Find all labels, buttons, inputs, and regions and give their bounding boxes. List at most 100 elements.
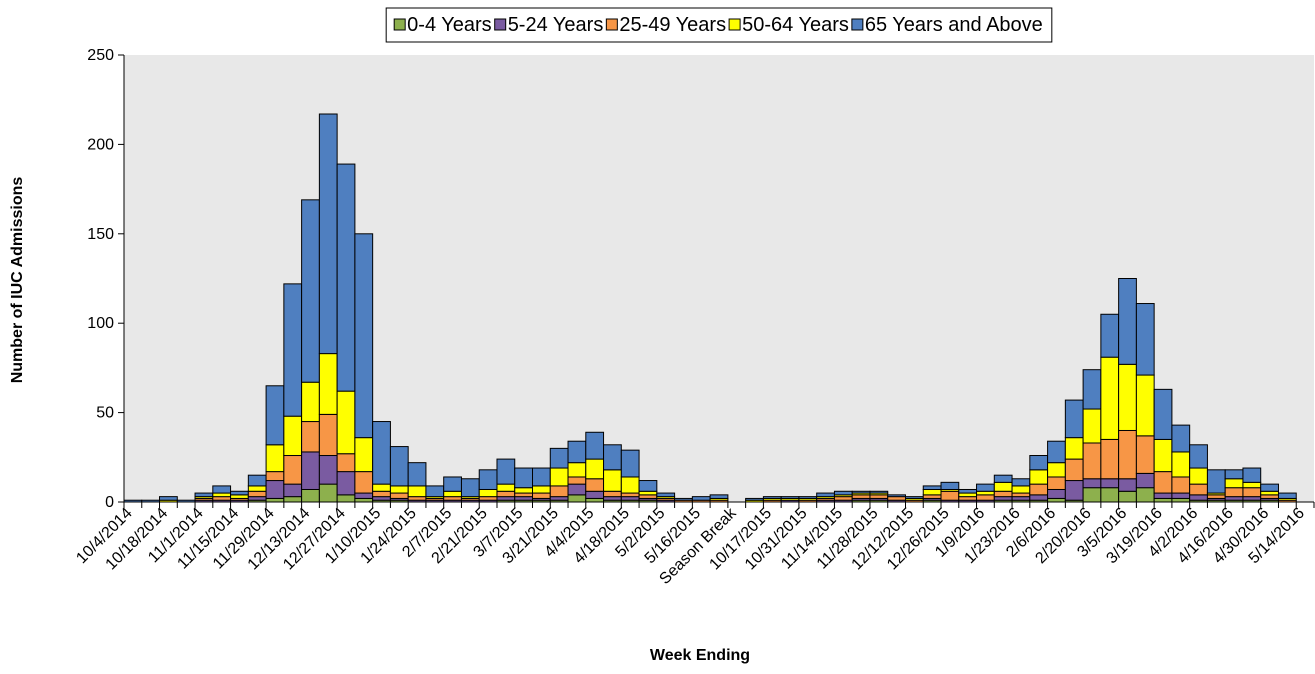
bar-segment — [354, 492, 374, 499]
bar-segment — [1242, 467, 1262, 483]
bar-segment — [1011, 485, 1031, 494]
bar-segment — [1064, 399, 1084, 439]
bar-segment — [212, 492, 232, 498]
bar-segment — [1171, 492, 1191, 499]
bar-segment — [283, 483, 303, 498]
bar-segment — [425, 485, 445, 498]
bar-segment — [1153, 471, 1173, 494]
bar-segment — [603, 496, 622, 501]
bar-segment — [585, 431, 605, 460]
bar-segment — [1082, 408, 1102, 444]
bar-segment — [230, 494, 249, 499]
y-tick-label: 200 — [87, 136, 114, 153]
bar-segment — [851, 494, 871, 499]
bar-segment — [478, 496, 498, 501]
bar-segment — [940, 481, 960, 490]
bar-segment — [976, 494, 995, 501]
bar-segment — [230, 490, 249, 496]
legend-label: 50-64 Years — [742, 14, 849, 36]
bar-segment — [1260, 490, 1279, 496]
bar-segment — [1135, 374, 1155, 437]
bar-segment — [1242, 481, 1262, 489]
bar-segment — [532, 492, 551, 499]
bar-segment — [1135, 472, 1155, 489]
bar-segment — [603, 490, 622, 498]
bar-segment — [496, 496, 516, 501]
bar-segment — [1118, 363, 1137, 431]
legend-swatch — [605, 18, 618, 31]
bar-segment — [1224, 487, 1244, 498]
bar-segment — [976, 483, 995, 492]
bar-segment — [247, 490, 267, 498]
bar-segment — [567, 494, 587, 503]
bar-segment — [443, 476, 462, 492]
bar-segment — [567, 483, 587, 496]
y-tick-label: 150 — [87, 226, 114, 243]
bar-segment — [1118, 278, 1137, 365]
legend-label: 5-24 Years — [508, 14, 604, 36]
legend-swatch — [494, 18, 507, 31]
legend-swatch — [851, 18, 864, 31]
bar-segment — [674, 497, 693, 501]
bar-segment — [745, 497, 764, 501]
bar-segment — [1029, 483, 1049, 496]
bar-segment — [389, 446, 409, 487]
bar-segment — [1153, 438, 1173, 473]
bar-segment — [993, 496, 1013, 501]
bar-segment — [301, 421, 320, 453]
bar-segment — [1260, 483, 1279, 492]
bar-segment — [247, 496, 267, 501]
bar-segment — [638, 494, 658, 499]
bar-segment — [1047, 497, 1066, 503]
bar-segment — [549, 447, 569, 469]
bar-segment — [389, 485, 409, 494]
bar-segment — [780, 496, 800, 499]
bar-segment — [283, 415, 303, 457]
bar-segment — [301, 199, 320, 383]
bar-segment — [318, 455, 338, 485]
bar-segment — [1082, 442, 1102, 480]
bar-segment — [620, 449, 640, 478]
bar-segment — [336, 471, 356, 496]
y-tick-label: 100 — [87, 315, 114, 332]
bar-segment — [1189, 467, 1208, 485]
bar-segment — [1153, 388, 1173, 440]
legend-swatch — [393, 18, 406, 31]
bar-segment — [620, 476, 640, 494]
bar-segment — [1171, 497, 1191, 503]
bar-segment — [478, 488, 498, 498]
bar-segment — [603, 469, 622, 492]
bar-segment — [443, 490, 462, 498]
bar-segment — [976, 490, 995, 496]
bar-segment — [887, 496, 906, 501]
bar-segment — [1153, 492, 1173, 499]
bar-segment — [922, 488, 942, 496]
bar-segment — [1189, 483, 1208, 496]
bar-segment — [283, 283, 303, 417]
bar-segment — [549, 485, 569, 498]
bar-segment — [1029, 455, 1049, 471]
bar-segment — [833, 496, 853, 501]
bar-segment — [354, 471, 374, 494]
bar-segment — [194, 492, 214, 498]
bar-segment — [691, 496, 711, 501]
bar-segment — [1011, 478, 1031, 487]
bar-segment — [851, 490, 871, 494]
bar-segment — [496, 483, 516, 492]
bar-segment — [1100, 487, 1120, 503]
bar-segment — [816, 492, 835, 498]
bar-segment — [958, 488, 978, 494]
bar-segment — [1171, 451, 1191, 478]
bar-segment — [1064, 458, 1084, 482]
bar-segment — [940, 490, 960, 501]
bar-segment — [283, 455, 303, 485]
bar-segment — [1118, 429, 1137, 480]
bar-segment — [1135, 487, 1155, 503]
bar-segment — [1011, 492, 1031, 498]
bar-segment — [372, 496, 391, 501]
bar-segment — [336, 163, 356, 392]
bar-segment — [567, 440, 587, 464]
legend-label: 0-4 Years — [407, 14, 492, 36]
bar-segment — [1082, 478, 1102, 489]
